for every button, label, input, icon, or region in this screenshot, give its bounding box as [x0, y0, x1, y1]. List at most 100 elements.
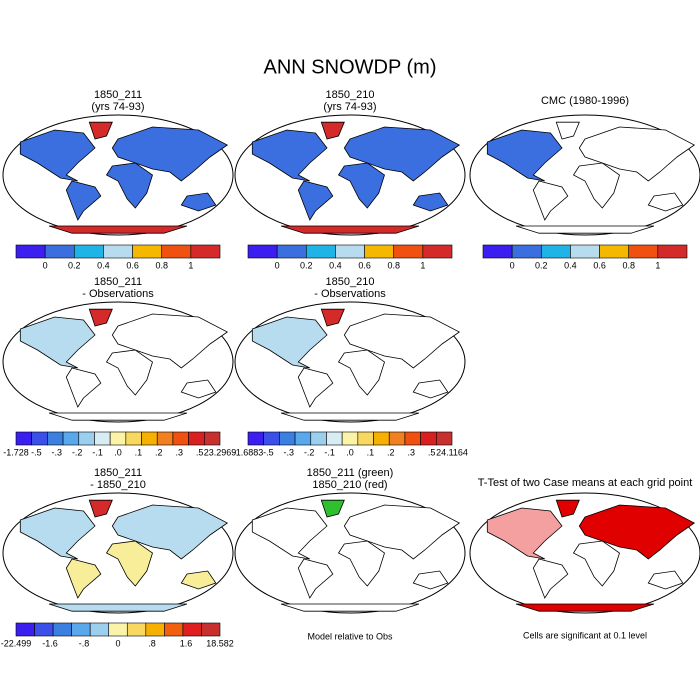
continent	[647, 570, 684, 590]
colorbar-label: -1.728	[3, 447, 29, 457]
panel-title: 1850_210	[326, 276, 375, 288]
colorbar-label: 0	[275, 260, 280, 270]
colorbar-label: 0	[115, 638, 120, 648]
continent	[88, 121, 113, 140]
colorbar-box	[94, 431, 111, 446]
panel-title: - Observations	[82, 288, 154, 300]
colorbar-box	[126, 622, 147, 637]
continent	[65, 180, 102, 221]
continent	[48, 225, 188, 234]
colorbar-box	[511, 244, 542, 259]
colorbar-box	[71, 622, 91, 637]
panel-title: - Observations	[314, 288, 386, 300]
figure-title: ANN SNOWDP (m)	[264, 56, 437, 78]
continent	[578, 504, 696, 560]
colorbar-label: 1	[420, 260, 425, 270]
colorbar-label: -22.499	[1, 638, 32, 648]
colorbar-label: .5	[196, 447, 204, 457]
colorbar-label: 0	[510, 260, 515, 270]
colorbar-label: -.3	[284, 447, 295, 457]
colorbar-label: 0.4	[97, 260, 110, 270]
continent	[65, 558, 102, 599]
colorbar-box	[15, 622, 35, 637]
colorbar-box	[15, 431, 32, 446]
colorbar-label: -.1	[92, 447, 103, 457]
colorbar-box	[172, 431, 189, 446]
continent	[532, 180, 569, 221]
continent	[105, 540, 153, 587]
colorbar-label: 0.4	[564, 260, 577, 270]
continent	[65, 367, 102, 408]
continent	[280, 225, 420, 234]
colorbar-label: 24.1164	[436, 447, 468, 457]
colorbar-box	[294, 431, 312, 446]
continent	[320, 121, 345, 140]
continent	[280, 603, 420, 612]
colorbar-box	[326, 431, 343, 446]
colorbar-label: 0.4	[329, 260, 342, 270]
colorbar-box	[422, 244, 453, 259]
continent	[251, 507, 328, 560]
colorbar-box	[204, 431, 221, 446]
colorbar-box	[78, 431, 95, 446]
colorbar-box	[540, 244, 571, 259]
colorbar-box	[310, 431, 327, 446]
panel-title: 1850_210 (red)	[312, 479, 387, 491]
continent	[578, 126, 696, 182]
map	[2, 492, 234, 614]
continent	[343, 126, 461, 182]
colorbar-label: 0.8	[387, 260, 400, 270]
colorbar-box	[657, 244, 688, 259]
colorbar-box	[276, 244, 307, 259]
panel-title: 1850_211	[94, 467, 142, 479]
colorbar-label: 0.6	[593, 260, 606, 270]
colorbar-box	[141, 431, 158, 446]
continent	[412, 379, 449, 399]
continent	[647, 192, 684, 212]
panel-title: 1850_211 (green)	[307, 467, 394, 479]
panel-title: T-Test of two Case means at each grid po…	[478, 477, 693, 489]
continent	[251, 316, 328, 369]
colorbar-box	[247, 244, 278, 259]
colorbar-box	[190, 244, 221, 259]
colorbar-label: 0.6	[126, 260, 139, 270]
continent	[486, 507, 563, 560]
continent	[486, 129, 563, 182]
colorbar-box	[132, 244, 163, 259]
colorbar-box	[109, 431, 127, 446]
colorbar-box	[31, 431, 48, 446]
colorbar-box	[34, 622, 54, 637]
colorbar-box	[164, 622, 184, 637]
continent	[297, 367, 334, 408]
colorbar-label: .5	[428, 447, 436, 457]
continent	[555, 121, 580, 140]
continent	[572, 162, 620, 209]
colorbar-label: .3	[407, 447, 415, 457]
continent	[105, 162, 153, 209]
colorbar-box	[305, 244, 336, 259]
panel-title: 1850_211	[94, 89, 142, 101]
colorbar-box	[357, 431, 374, 446]
continent	[320, 499, 345, 518]
continent	[412, 192, 449, 212]
colorbar-box	[73, 244, 104, 259]
colorbar-label: -.2	[72, 447, 83, 457]
colorbar-box	[393, 244, 424, 259]
colorbar-box	[420, 431, 437, 446]
continent	[343, 504, 461, 560]
colorbar-box	[145, 622, 165, 637]
colorbar-box	[125, 431, 142, 446]
colorbar-label: 1	[188, 260, 193, 270]
map	[469, 114, 700, 236]
colorbar-box	[156, 431, 174, 446]
colorbar-label: .8	[148, 638, 156, 648]
continent	[343, 313, 461, 369]
colorbar-label: .2	[387, 447, 395, 457]
map	[234, 301, 466, 423]
colorbar-box	[279, 431, 296, 446]
colorbar-label: 1	[655, 260, 660, 270]
colorbar-box	[201, 622, 221, 637]
colorbar-box	[62, 431, 80, 446]
colorbar-label: 0.2	[535, 260, 548, 270]
